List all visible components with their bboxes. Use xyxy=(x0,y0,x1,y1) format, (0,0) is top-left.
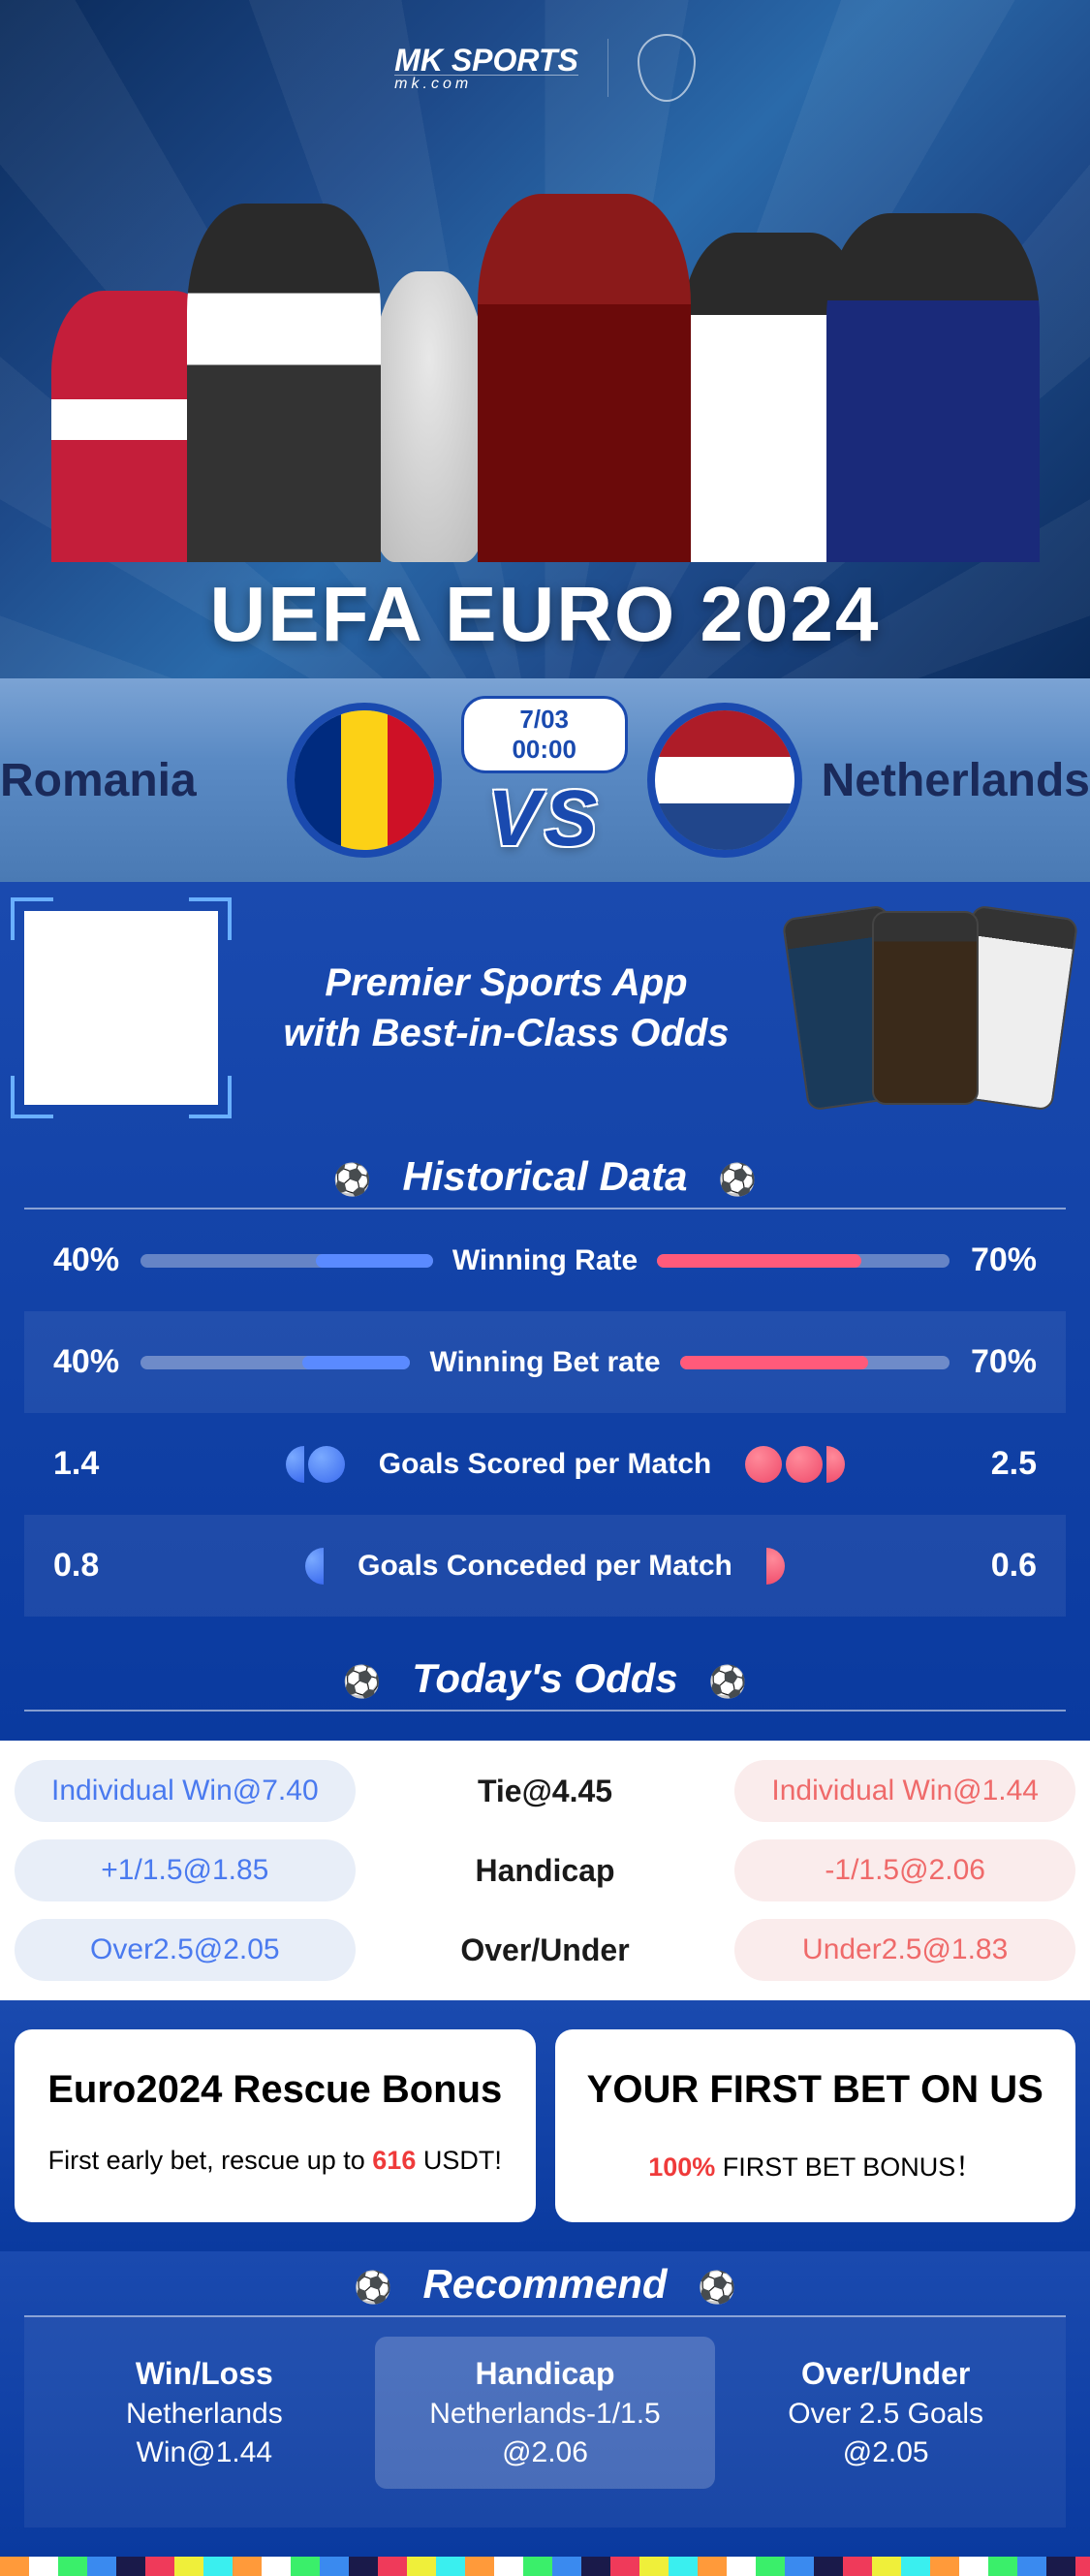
home-team-name: Romania xyxy=(0,754,267,807)
match-bar: Romania 7/03 00:00 VS Netherlands xyxy=(0,678,1090,882)
bonus-row: Euro2024 Rescue Bonus First early bet, re… xyxy=(0,2000,1090,2251)
odds-away-pill[interactable]: Individual Win@1.44 xyxy=(734,1760,1075,1822)
player-figure xyxy=(187,204,381,562)
qr-code-placeholder[interactable] xyxy=(24,911,218,1105)
brand-name: MK SPORTS xyxy=(394,43,578,78)
app-screenshots-icon xyxy=(794,911,1066,1105)
odds-away-pill[interactable]: -1/1.5@2.06 xyxy=(734,1839,1075,1901)
section-title: Recommend xyxy=(422,2261,667,2307)
recommend-t3: @2.05 xyxy=(725,2436,1046,2469)
bonus-title: Euro2024 Rescue Bonus xyxy=(44,2068,507,2112)
stat-value-left: 40% xyxy=(53,1343,140,1381)
recommend-t2: Over 2.5 Goals xyxy=(725,2398,1046,2431)
odds-label: Over/Under xyxy=(375,1932,716,1968)
brand-bar: MK SPORTS mk.com xyxy=(0,0,1090,102)
recommend-column[interactable]: Handicap Netherlands-1/1.5 @2.06 xyxy=(375,2337,716,2489)
recommend-t2: Netherlands xyxy=(44,2398,365,2431)
away-flag-icon xyxy=(647,703,802,858)
bonus-card[interactable]: YOUR FIRST BET ON US 100% FIRST BET BONUS… xyxy=(555,2029,1076,2222)
recommend-column[interactable]: Win/Loss Netherlands Win@1.44 xyxy=(34,2337,375,2489)
section-header-recommend: ⚽ Recommend ⚽ xyxy=(24,2251,1066,2317)
recommend-t3: @2.06 xyxy=(385,2436,706,2469)
stat-value-right: 70% xyxy=(950,1241,1037,1279)
stat-value-right: 2.5 xyxy=(950,1445,1037,1483)
odds-label: Tie@4.45 xyxy=(375,1774,716,1809)
bonus-title: YOUR FIRST BET ON US xyxy=(584,2068,1047,2112)
bonus-subtitle: 100% FIRST BET BONUS！ xyxy=(584,2146,1047,2183)
soccer-ball-icon: ⚽ xyxy=(354,2270,392,2305)
bonus-subtitle: First early bet, rescue up to 616 USDT! xyxy=(44,2146,507,2176)
stat-label: Goals Scored per Match xyxy=(379,1448,711,1481)
hero-players xyxy=(0,126,1090,562)
section-header-odds: ⚽ Today's Odds ⚽ xyxy=(24,1646,1066,1712)
stat-value-right: 70% xyxy=(950,1343,1037,1381)
main-panel: Premier Sports Appwith Best-in-Class Odd… xyxy=(0,882,1090,1741)
soccer-ball-icon: ⚽ xyxy=(708,1664,747,1699)
soccer-ball-icon: ⚽ xyxy=(333,1162,372,1197)
section-header-historical: ⚽ Historical Data ⚽ xyxy=(24,1144,1066,1209)
soccer-ball-icon: ⚽ xyxy=(718,1162,757,1197)
bonus-card[interactable]: Euro2024 Rescue Bonus First early bet, re… xyxy=(15,2029,536,2222)
stat-value-left: 0.8 xyxy=(53,1547,140,1585)
odds-away-pill[interactable]: Under2.5@1.83 xyxy=(734,1919,1075,1981)
stat-value-left: 1.4 xyxy=(53,1445,140,1483)
away-team-name: Netherlands xyxy=(822,754,1090,807)
promo-tagline: Premier Sports Appwith Best-in-Class Odd… xyxy=(247,958,765,1058)
odds-home-pill[interactable]: Individual Win@7.40 xyxy=(15,1760,356,1822)
recommend-panel: ⚽ Recommend ⚽ Win/Loss Netherlands Win@1.4… xyxy=(0,2251,1090,2557)
match-datetime: 7/03 00:00 xyxy=(461,696,628,773)
historical-row: 40% Winning Bet rate 70% xyxy=(24,1311,1066,1413)
recommend-column[interactable]: Over/Under Over 2.5 Goals @2.05 xyxy=(715,2337,1056,2489)
section-title: Today's Odds xyxy=(412,1655,677,1701)
historical-row: 0.8 Goals Conceded per Match 0.6 xyxy=(24,1515,1066,1617)
brand-divider xyxy=(607,39,608,97)
historical-row: 40% Winning Rate 70% xyxy=(24,1209,1066,1311)
home-flag-icon xyxy=(287,703,442,858)
odds-label: Handicap xyxy=(375,1853,716,1889)
player-figure xyxy=(478,194,691,562)
historical-row: 1.4 Goals Scored per Match 2.5 xyxy=(24,1413,1066,1515)
recommend-t2: Netherlands-1/1.5 xyxy=(385,2398,706,2431)
odds-home-pill[interactable]: Over2.5@2.05 xyxy=(15,1919,356,1981)
stat-label: Winning Rate xyxy=(452,1244,638,1277)
odds-home-pill[interactable]: +1/1.5@1.85 xyxy=(15,1839,356,1901)
odds-row: Over2.5@2.05 Over/Under Under2.5@1.83 xyxy=(15,1919,1075,1981)
recommend-table: Win/Loss Netherlands Win@1.44 Handicap Nethe… xyxy=(24,2317,1066,2528)
player-figure xyxy=(826,213,1040,562)
vs-label: VS xyxy=(461,773,628,864)
recommend-t1: Handicap xyxy=(385,2356,706,2392)
historical-data-table: 40% Winning Rate 70% 40% Winning Bet rate 70%… xyxy=(24,1209,1066,1617)
recommend-t1: Over/Under xyxy=(725,2356,1046,2392)
vs-block: 7/03 00:00 VS xyxy=(461,696,628,864)
hero-banner: MK SPORTS mk.com UEFA EURO 2024 xyxy=(0,0,1090,678)
odds-row: +1/1.5@1.85 Handicap -1/1.5@2.06 xyxy=(15,1839,1075,1901)
recommend-t3: Win@1.44 xyxy=(44,2436,365,2469)
hero-title: UEFA EURO 2024 xyxy=(0,570,1090,659)
trophy-icon xyxy=(371,271,487,562)
stat-value-right: 0.6 xyxy=(950,1547,1037,1585)
brand-logo: MK SPORTS mk.com xyxy=(394,43,578,93)
section-title: Historical Data xyxy=(402,1153,687,1199)
odds-table: Individual Win@7.40 Tie@4.45 Individual Wi… xyxy=(0,1741,1090,2000)
stat-label: Goals Conceded per Match xyxy=(358,1550,732,1583)
stat-label: Winning Bet rate xyxy=(429,1346,660,1379)
stat-value-left: 40% xyxy=(53,1241,140,1279)
promo-row: Premier Sports Appwith Best-in-Class Odd… xyxy=(24,911,1066,1105)
soccer-ball-icon: ⚽ xyxy=(698,2270,736,2305)
recommend-t1: Win/Loss xyxy=(44,2356,365,2392)
odds-row: Individual Win@7.40 Tie@4.45 Individual Wi… xyxy=(15,1760,1075,1822)
partner-crest-icon xyxy=(638,34,696,102)
soccer-ball-icon: ⚽ xyxy=(343,1664,382,1699)
